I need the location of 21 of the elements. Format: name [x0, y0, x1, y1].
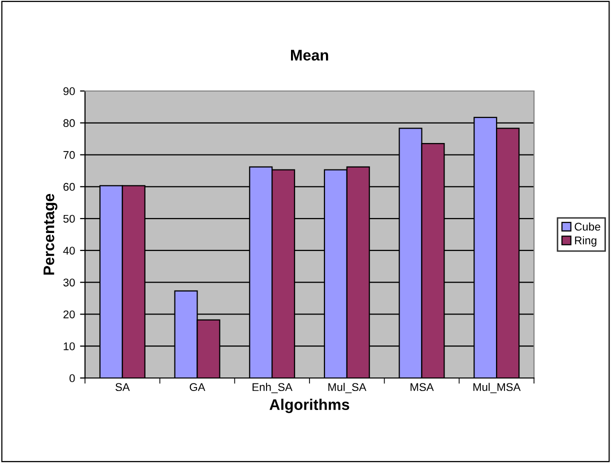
y-tick-label: 30 [63, 278, 75, 286]
x-tick-label: Enh_SA [252, 382, 292, 394]
x-tick-label: SA [116, 383, 130, 392]
x-tick-label: Mul_MSA [473, 382, 521, 394]
legend-label: Cube [574, 222, 600, 231]
y-tick-label: 50 [63, 214, 75, 223]
x-tick-label: GA [190, 383, 206, 392]
chart-title: Mean [290, 50, 328, 61]
y-tick-label: 40 [63, 246, 75, 255]
y-tick-label: 10 [64, 342, 75, 350]
x-axis-title: Algorithms [270, 398, 350, 414]
x-tick-label: MSA [410, 383, 434, 392]
y-tick-label: 90 [63, 87, 75, 96]
y-tick-label: 20 [63, 310, 75, 318]
legend-label: Ring [575, 236, 596, 247]
y-axis-title: Percentage [44, 194, 58, 275]
y-tick-label: 60 [63, 182, 75, 191]
y-tick-label: 70 [63, 151, 75, 159]
y-tick-label: 0 [70, 374, 75, 382]
y-tick-label: 80 [63, 119, 75, 128]
x-tick-label: Mul_SA [328, 382, 366, 394]
